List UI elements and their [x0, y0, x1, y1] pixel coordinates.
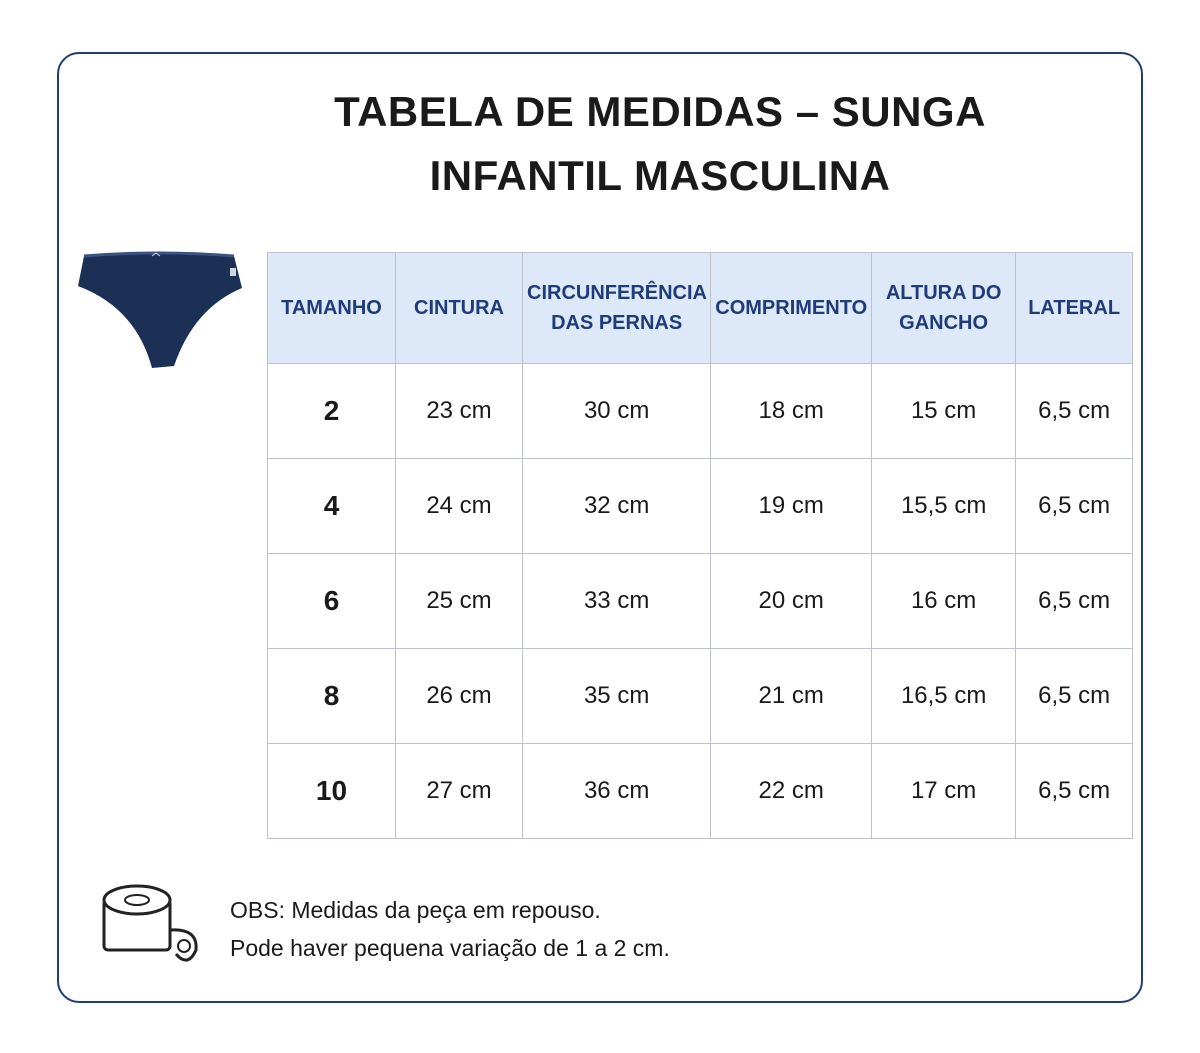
size-cell: 10 — [267, 743, 396, 839]
measure-cell: 6,5 cm — [1015, 648, 1134, 744]
measure-cell: 22 cm — [710, 743, 873, 839]
column-header: ALTURA DO GANCHO — [871, 252, 1017, 364]
measure-cell: 25 cm — [395, 553, 523, 649]
measure-cell: 6,5 cm — [1015, 553, 1134, 649]
header-row: TAMANHO CINTURA CIRCUNFERÊNCIA DAS PERNAS C… — [267, 252, 1134, 364]
measure-cell: 26 cm — [395, 648, 523, 744]
measure-cell: 36 cm — [521, 743, 712, 839]
measure-cell: 15 cm — [871, 363, 1017, 459]
column-header: CINTURA — [395, 252, 523, 364]
swimwear-icon — [78, 251, 242, 368]
measure-cell: 20 cm — [710, 553, 873, 649]
column-header: LATERAL — [1015, 252, 1134, 364]
column-header: CIRCUNFERÊNCIA DAS PERNAS — [521, 252, 712, 364]
table-row: 2 23 cm 30 cm 18 cm 15 cm 6,5 cm — [267, 363, 1134, 459]
measure-cell: 16 cm — [871, 553, 1017, 649]
measure-cell: 33 cm — [521, 553, 712, 649]
measure-cell: 21 cm — [710, 648, 873, 744]
title: TABELA DE MEDIDAS – SUNGA — [334, 88, 986, 135]
measure-cell: 24 cm — [395, 458, 523, 554]
frame — [57, 52, 1143, 1003]
measure-cell: 6,5 cm — [1015, 363, 1134, 459]
title: INFANTIL MASCULINA — [429, 152, 891, 199]
measure-cell: 35 cm — [521, 648, 712, 744]
tape-icon — [102, 884, 198, 962]
measure-cell: 6,5 cm — [1015, 743, 1134, 839]
note: OBS: Medidas da peça em repouso. — [230, 897, 601, 923]
note: Pode haver pequena variação de 1 a 2 cm. — [230, 935, 670, 961]
measure-cell: 32 cm — [521, 458, 712, 554]
table-row: 4 24 cm 32 cm 19 cm 15,5 cm 6,5 cm — [267, 458, 1134, 554]
measure-cell: 6,5 cm — [1015, 458, 1134, 554]
table-body: 2 23 cm 30 cm 18 cm 15 cm 6,5 cm 4 24 cm 32 cm 19… — [267, 363, 1134, 839]
column-header: TAMANHO — [267, 252, 396, 364]
column-header: COMPRIMENTO — [710, 252, 873, 364]
measure-cell: 23 cm — [395, 363, 523, 459]
size-cell: 4 — [267, 458, 396, 554]
size-cell: 8 — [267, 648, 396, 744]
size-table: TAMANHO CINTURA CIRCUNFERÊNCIA DAS PERNAS C… — [267, 252, 1134, 839]
measure-cell: 17 cm — [871, 743, 1017, 839]
measure-cell: 19 cm — [710, 458, 873, 554]
size-cell: 6 — [267, 553, 396, 649]
measure-cell: 30 cm — [521, 363, 712, 459]
size-cell: 2 — [267, 363, 396, 459]
table-row: 10 27 cm 36 cm 22 cm 17 cm 6,5 cm — [267, 743, 1134, 839]
measure-cell: 15,5 cm — [871, 458, 1017, 554]
measure-cell: 27 cm — [395, 743, 523, 839]
measure-cell: 16,5 cm — [871, 648, 1017, 744]
table-row: 8 26 cm 35 cm 21 cm 16,5 cm 6,5 cm — [267, 648, 1134, 744]
measure-cell: 18 cm — [710, 363, 873, 459]
table-row: 6 25 cm 33 cm 20 cm 16 cm 6,5 cm — [267, 553, 1134, 649]
